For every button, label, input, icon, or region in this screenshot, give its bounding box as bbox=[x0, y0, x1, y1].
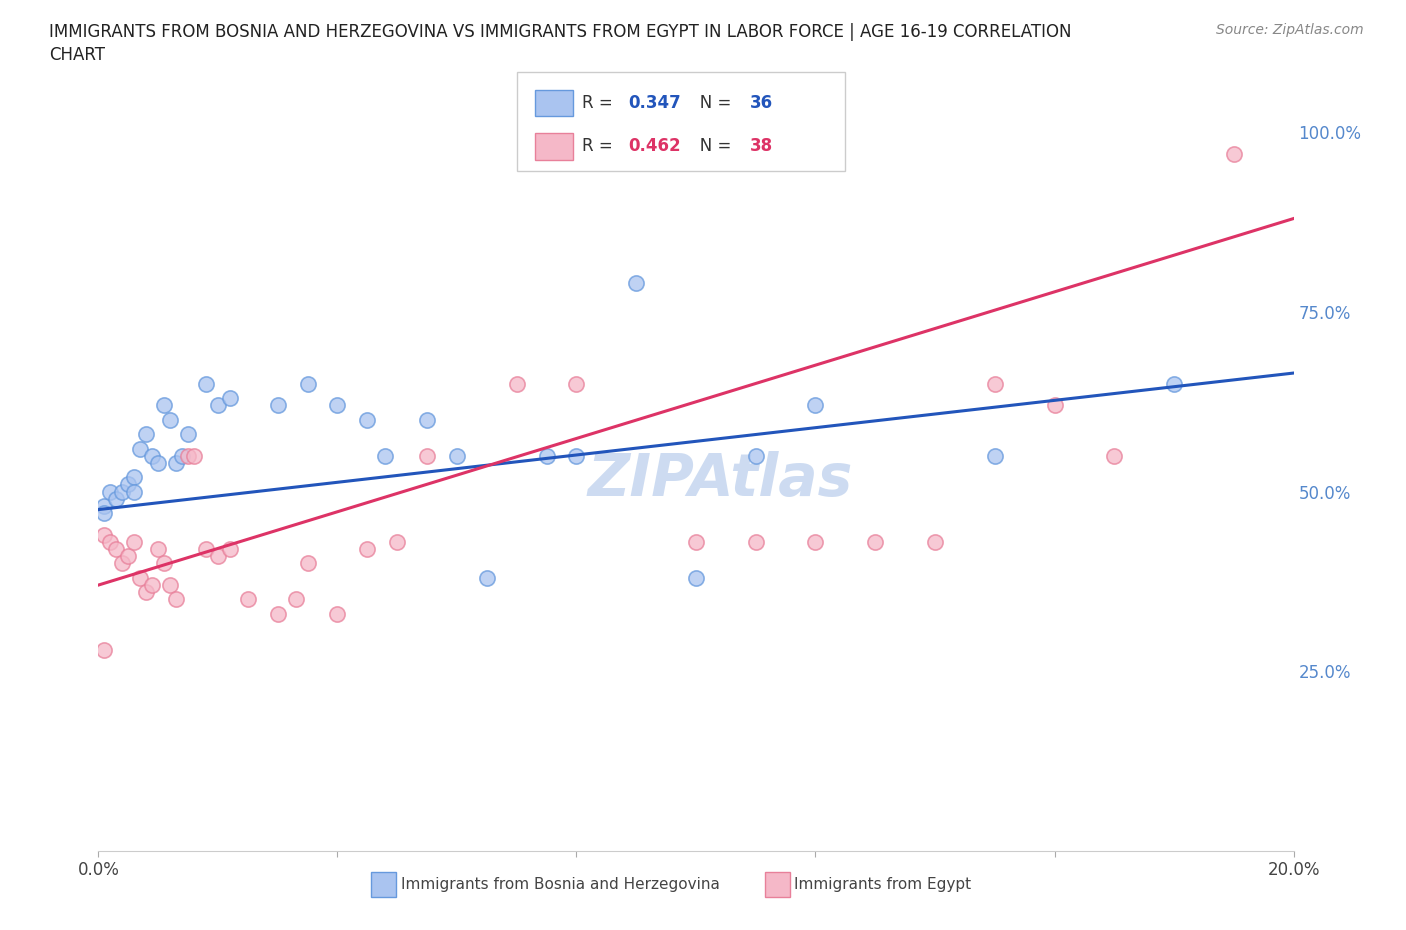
Point bbox=[284, 592, 307, 607]
Point bbox=[93, 643, 115, 658]
Point bbox=[804, 535, 827, 550]
Point bbox=[1163, 377, 1185, 392]
Point bbox=[1104, 448, 1126, 463]
Point bbox=[356, 412, 378, 427]
Point bbox=[195, 377, 218, 392]
Point bbox=[124, 535, 146, 550]
Point bbox=[475, 570, 498, 585]
Point bbox=[183, 448, 205, 463]
Point bbox=[105, 491, 128, 506]
Point bbox=[219, 391, 242, 405]
Point bbox=[565, 377, 588, 392]
Point bbox=[326, 398, 349, 413]
Text: N =: N = bbox=[685, 94, 737, 112]
Point bbox=[117, 549, 139, 564]
Point bbox=[124, 470, 146, 485]
Point bbox=[153, 556, 176, 571]
Point bbox=[195, 541, 218, 556]
Point bbox=[297, 377, 319, 392]
Point bbox=[177, 427, 200, 442]
Point bbox=[267, 398, 290, 413]
Text: N =: N = bbox=[685, 138, 737, 155]
Point bbox=[172, 448, 194, 463]
Point bbox=[865, 535, 887, 550]
Point bbox=[159, 578, 181, 592]
Point bbox=[745, 448, 768, 463]
Text: R =: R = bbox=[582, 94, 619, 112]
Point bbox=[416, 448, 439, 463]
Point bbox=[685, 570, 707, 585]
Point bbox=[297, 556, 319, 571]
Point bbox=[111, 556, 134, 571]
Text: ZIPAtlas: ZIPAtlas bbox=[588, 451, 852, 508]
Point bbox=[745, 535, 768, 550]
Point bbox=[159, 412, 181, 427]
FancyBboxPatch shape bbox=[517, 73, 845, 171]
Point bbox=[374, 448, 396, 463]
Point bbox=[177, 448, 200, 463]
Text: 0.347: 0.347 bbox=[628, 94, 681, 112]
Point bbox=[267, 606, 290, 621]
Point bbox=[129, 570, 152, 585]
Point bbox=[141, 448, 163, 463]
Point bbox=[165, 592, 187, 607]
Text: 36: 36 bbox=[749, 94, 773, 112]
Point bbox=[356, 541, 378, 556]
Text: 0.462: 0.462 bbox=[628, 138, 681, 155]
Point bbox=[153, 398, 176, 413]
Point bbox=[219, 541, 242, 556]
Point bbox=[98, 485, 122, 499]
Point bbox=[685, 535, 707, 550]
Point bbox=[111, 485, 134, 499]
Text: Source: ZipAtlas.com: Source: ZipAtlas.com bbox=[1216, 23, 1364, 37]
Point bbox=[148, 541, 170, 556]
Point bbox=[141, 578, 163, 592]
Point bbox=[236, 592, 259, 607]
Point bbox=[385, 535, 409, 550]
Point bbox=[804, 398, 827, 413]
Point bbox=[165, 456, 187, 471]
Point bbox=[124, 485, 146, 499]
Point bbox=[326, 606, 349, 621]
Point bbox=[98, 535, 122, 550]
FancyBboxPatch shape bbox=[534, 89, 572, 116]
Point bbox=[117, 477, 139, 492]
Point bbox=[984, 448, 1007, 463]
Point bbox=[1223, 146, 1246, 161]
Point bbox=[129, 441, 152, 456]
Point bbox=[93, 498, 115, 513]
Point bbox=[207, 398, 229, 413]
Point bbox=[148, 456, 170, 471]
Point bbox=[506, 377, 529, 392]
Point bbox=[1043, 398, 1066, 413]
Point bbox=[135, 427, 157, 442]
Point bbox=[536, 448, 558, 463]
Text: CHART: CHART bbox=[49, 46, 105, 64]
Point bbox=[924, 535, 946, 550]
Point bbox=[446, 448, 468, 463]
FancyBboxPatch shape bbox=[534, 133, 572, 160]
Point bbox=[626, 276, 648, 291]
Point bbox=[135, 585, 157, 600]
Text: IMMIGRANTS FROM BOSNIA AND HERZEGOVINA VS IMMIGRANTS FROM EGYPT IN LABOR FORCE |: IMMIGRANTS FROM BOSNIA AND HERZEGOVINA V… bbox=[49, 23, 1071, 41]
Point bbox=[93, 506, 115, 521]
Point bbox=[93, 527, 115, 542]
Point bbox=[565, 448, 588, 463]
Point bbox=[416, 412, 439, 427]
Point bbox=[207, 549, 229, 564]
Point bbox=[105, 541, 128, 556]
Text: 38: 38 bbox=[749, 138, 773, 155]
Point bbox=[984, 377, 1007, 392]
Text: Immigrants from Egypt: Immigrants from Egypt bbox=[794, 877, 972, 892]
Text: Immigrants from Bosnia and Herzegovina: Immigrants from Bosnia and Herzegovina bbox=[401, 877, 720, 892]
Text: R =: R = bbox=[582, 138, 619, 155]
